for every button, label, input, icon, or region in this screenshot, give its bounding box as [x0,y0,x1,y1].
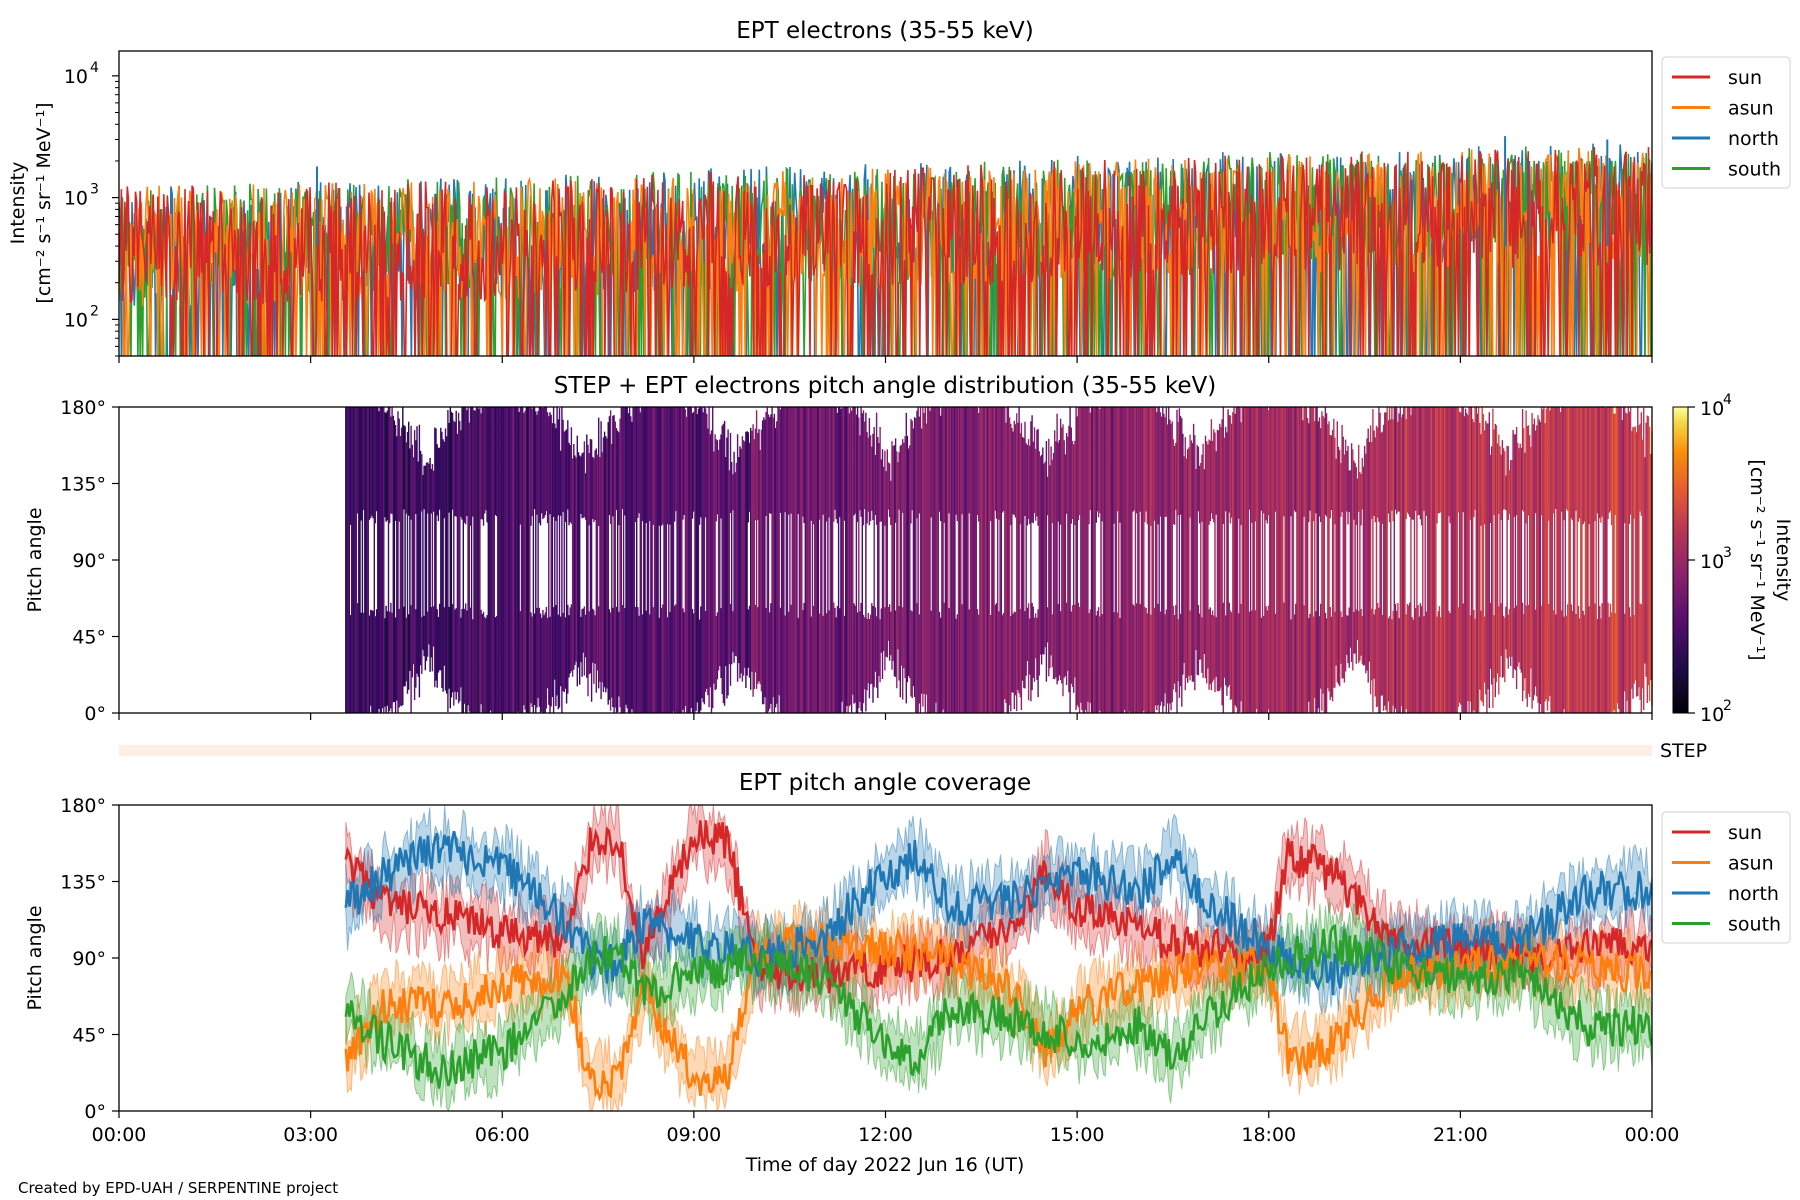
panel1-xticks [118,356,1653,363]
colorbar-label-line2: [cm⁻² s⁻¹ sr⁻¹ MeV⁻¹] [1746,459,1768,660]
ytick-label: 10 [64,66,88,88]
ytick-label: 90° [72,550,106,572]
heatmap-strip-8 [1386,407,1650,713]
colorbar-tick-label: 10 [1700,704,1724,726]
legend-south-label: south [1728,159,1781,181]
legend-sun-label: sun [1728,67,1762,89]
series-sun-line [119,146,1652,356]
ytick-exponent: 2 [90,303,99,319]
panel1-legend-items: sun asun north south [1672,67,1781,181]
xtick-label: 06:00 [475,1124,530,1146]
xtick-label: 00:00 [92,1124,147,1146]
heatmap-strip-5 [751,407,1625,713]
xtick-label: 12:00 [858,1124,913,1146]
series-north-line [344,830,1652,996]
ytick-label: 180° [60,795,106,817]
panel3-title: EPT pitch angle coverage [739,770,1031,796]
xtick-label: 15:00 [1050,1124,1105,1146]
panel2-heatmap-group [345,407,1653,713]
credit-text: Created by EPD-UAH / SERPENTINE project [18,1179,338,1197]
ytick-label: 180° [60,397,106,419]
colorbar-tick-exponent: 4 [1723,392,1732,408]
panel3-xticks: 00:00 03:00 06:00 09:00 12:00 15:00 18:00 21:00… [92,1111,1680,1146]
ytick-label: 0° [84,1101,106,1123]
xtick-label: 03:00 [283,1124,338,1146]
xtick-label: 09:00 [666,1124,721,1146]
step-strip: STEP [119,740,1707,762]
panel-pitch-coverage: EPT pitch angle coverage 0° 45° 90° 135° 180… [24,770,1791,1176]
heatmap-strip-7 [1144,407,1652,713]
heatmap-strip-3 [355,407,1184,713]
heatmap-strip-2 [348,407,752,713]
colorbar [1672,406,1689,714]
heatmap-strip-1 [346,407,936,713]
legend-box [1661,811,1791,944]
ytick-label: 0° [84,703,106,725]
colorbar-tick-exponent: 2 [1723,698,1732,714]
xtick-label: 00:00 [1625,1124,1680,1146]
panel2-yticks: 0° 45° 90° 135° 180° [60,397,119,725]
heatmap-strip-4 [479,407,1400,713]
colorbar-tick-label: 10 [1700,551,1724,573]
step-label: STEP [1660,740,1707,762]
legend-asun-label: asun [1728,853,1774,875]
panel1-series-group [119,136,1652,356]
panel3-yticks: 0° 45° 90° 135° 180° [60,795,119,1123]
panel2-ylabel: Pitch angle [24,507,46,612]
legend-north-label: north [1728,883,1779,905]
ytick-label: 90° [72,948,106,970]
series-south-line [344,924,1652,1089]
panel1-title: EPT electrons (35-55 keV) [736,18,1033,44]
legend-box [1661,56,1791,189]
ytick-label: 45° [72,1025,106,1047]
ytick-label: 10 [64,309,88,331]
legend-north-label: north [1728,128,1779,150]
colorbar-tick-label: 10 [1700,398,1724,420]
step-bar [119,745,1652,756]
panel3-legend-items: sun asun north south [1672,822,1781,936]
panel1-ylabel-line2: [cm⁻² s⁻¹ sr⁻¹ MeV⁻¹] [33,102,55,303]
x-axis-label: Time of day 2022 Jun 16 (UT) [745,1154,1025,1176]
ytick-exponent: 3 [90,182,99,198]
panel3-ylabel: Pitch angle [24,905,46,1010]
panel2-title: STEP + EPT electrons pitch angle distrib… [554,373,1216,399]
ytick-label: 45° [72,627,106,649]
heatmap-strip-0 [345,407,529,713]
heatmap-strip-6 [922,407,1647,713]
panel1-legend: sun asun north south [1661,56,1791,189]
panel-pitch-distribution: STEP + EPT electrons pitch angle distrib… [24,373,1794,726]
panel3-series-group [344,805,1652,1111]
ytick-label: 135° [60,872,106,894]
colorbar-label-line1: Intensity [1772,519,1794,602]
panel2-xticks [118,713,1653,720]
xtick-label: 21:00 [1433,1124,1488,1146]
panel3-legend: sun asun north south [1661,811,1791,944]
legend-sun-label: sun [1728,822,1762,844]
ytick-label: 10 [64,188,88,210]
panel1-ylabel-line1: Intensity [7,162,29,245]
legend-asun-label: asun [1728,98,1774,120]
ytick-label: 135° [60,474,106,496]
colorbar-tick-exponent: 3 [1723,545,1732,561]
xtick-label: 18:00 [1241,1124,1296,1146]
legend-south-label: south [1728,914,1781,936]
ytick-exponent: 4 [90,60,99,76]
